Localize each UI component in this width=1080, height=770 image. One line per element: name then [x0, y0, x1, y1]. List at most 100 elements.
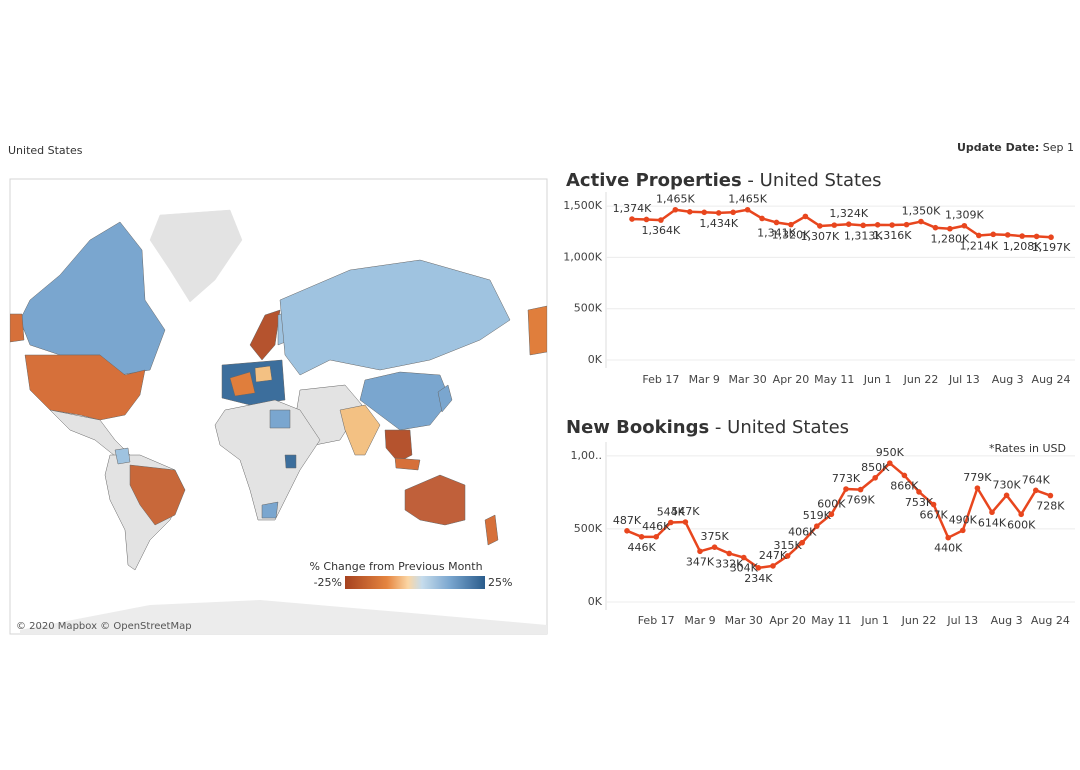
- data-point: [916, 489, 922, 495]
- legend-min: -25%: [314, 576, 342, 589]
- x-tick-label: Jul 13: [946, 614, 978, 627]
- south-africa: [261, 501, 279, 519]
- data-label: 406K: [788, 526, 817, 539]
- data-label: 1,307K: [800, 230, 839, 243]
- data-point: [930, 501, 937, 508]
- data-label: 1,341K: [757, 226, 796, 239]
- data-point: [759, 215, 765, 222]
- data-label: 667K: [919, 509, 948, 522]
- data-label: 753K: [905, 496, 934, 509]
- update-date: Update Date: Sep 1: [957, 141, 1074, 154]
- data-point: [945, 534, 951, 541]
- australia: [404, 474, 466, 526]
- x-tick-label: Mar 30: [728, 373, 766, 386]
- kenya: [284, 454, 297, 469]
- data-point: [755, 565, 762, 571]
- central-europe: [254, 365, 273, 383]
- data-point: [1033, 487, 1039, 494]
- x-tick-label: Aug 3: [991, 614, 1023, 627]
- title-suffix: - United States: [715, 417, 849, 438]
- data-point: [1047, 492, 1054, 499]
- data-label: 950K: [876, 446, 905, 459]
- data-point: [1004, 232, 1011, 238]
- data-label: 446K: [627, 541, 656, 554]
- data-point: [638, 534, 645, 540]
- data-point: [682, 519, 689, 525]
- southeast-asia: [384, 429, 413, 463]
- data-point: [845, 221, 852, 228]
- data-point: [624, 528, 630, 534]
- data-label: 1,350K: [902, 205, 941, 218]
- title-main: New Bookings: [566, 417, 709, 438]
- data-label: 519K: [803, 509, 832, 522]
- data-label: 1,465K: [656, 193, 695, 206]
- data-point: [932, 224, 939, 231]
- data-point: [658, 217, 664, 223]
- data-point: [887, 460, 893, 466]
- data-point: [687, 208, 693, 215]
- y-tick-label: 0K: [588, 595, 603, 608]
- data-point: [1033, 233, 1040, 240]
- x-tick-label: Feb 17: [642, 373, 679, 386]
- data-label: 490K: [949, 513, 978, 526]
- map[interactable]: % Change from Previous Month -25% 25% © …: [9, 178, 548, 635]
- data-point: [889, 222, 895, 228]
- greenland: [149, 209, 243, 303]
- data-label: 600K: [1007, 518, 1036, 531]
- data-point: [653, 534, 659, 540]
- data-label: 1,309K: [945, 209, 984, 222]
- data-label: 600K: [817, 497, 846, 510]
- y-tick-label: 1,500K: [563, 199, 602, 212]
- data-point: [960, 527, 966, 534]
- data-point: [872, 474, 878, 481]
- data-point: [726, 550, 732, 557]
- data-point: [974, 485, 981, 491]
- line-series: [626, 461, 1051, 570]
- title-suffix: - United States: [747, 170, 881, 191]
- data-label: 234K: [744, 572, 773, 585]
- data-label: 730K: [992, 478, 1021, 491]
- data-point: [903, 221, 910, 228]
- data-label: 1,197K: [1032, 241, 1071, 254]
- scandinavia: [249, 309, 281, 361]
- data-point: [715, 210, 722, 216]
- data-label: 850K: [861, 461, 890, 474]
- india: [339, 404, 381, 456]
- x-tick-label: Jun 22: [903, 373, 939, 386]
- data-point: [947, 225, 953, 232]
- data-point: [828, 511, 835, 518]
- update-label: Update Date:: [957, 141, 1039, 154]
- data-point: [770, 563, 776, 569]
- data-label: 547K: [671, 505, 700, 518]
- colombia: [114, 447, 131, 465]
- indonesia: [394, 457, 421, 471]
- x-tick-label: Aug 24: [1032, 373, 1071, 386]
- x-tick-label: Feb 17: [638, 614, 675, 627]
- data-label: 304K: [730, 562, 759, 575]
- data-label: 728K: [1036, 500, 1065, 513]
- data-point: [918, 218, 924, 225]
- countries: [10, 209, 547, 634]
- x-tick-label: Apr 20: [773, 373, 810, 386]
- data-label: 446K: [642, 520, 671, 533]
- legend-gradient: [345, 576, 485, 589]
- y-tick-label: 0K: [588, 353, 603, 366]
- data-label: 1,214K: [959, 239, 998, 252]
- data-label: 614K: [978, 516, 1007, 529]
- data-label: 1,208K: [1003, 240, 1042, 253]
- russia: [279, 259, 511, 376]
- data-point: [901, 472, 908, 479]
- data-label: 440K: [934, 542, 963, 555]
- annotation: *Rates in USD: [989, 442, 1066, 455]
- data-point: [697, 548, 703, 555]
- data-label: 769K: [846, 494, 875, 507]
- japan: [437, 384, 453, 413]
- data-point: [668, 519, 674, 526]
- china: [359, 371, 451, 431]
- data-point: [843, 486, 849, 492]
- data-point: [976, 232, 982, 239]
- x-tick-label: Aug 3: [992, 373, 1024, 386]
- y-tick-label: 500K: [574, 302, 603, 315]
